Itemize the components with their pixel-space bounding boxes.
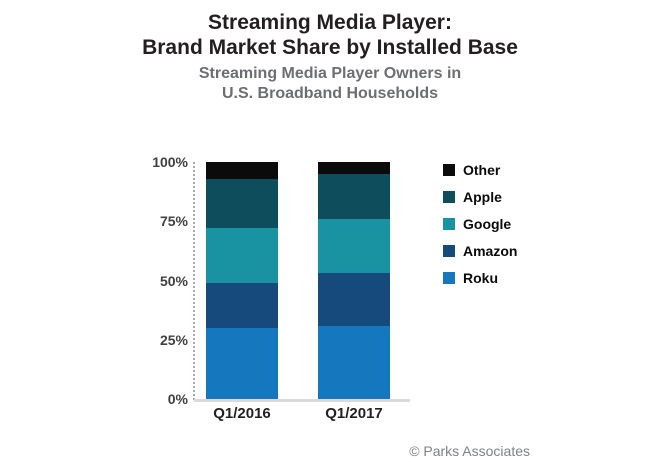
legend-item-google: Google: [443, 210, 517, 237]
chart-header: Streaming Media Player: Brand Market Sha…: [0, 10, 660, 104]
segment-google-q1-2017: [318, 218, 390, 274]
x-axis-label-q1-2016: Q1/2016: [213, 405, 271, 422]
y-axis-tick-50: 50%: [159, 272, 188, 289]
legend-swatch-roku: [443, 271, 455, 284]
x-axis-label-q1-2017: Q1/2017: [325, 405, 383, 422]
segment-google-q1-2016: [206, 228, 278, 283]
segment-other-q1-2016: [206, 162, 278, 179]
legend-item-apple: Apple: [443, 183, 517, 210]
legend-item-roku: Roku: [443, 264, 517, 291]
segment-amazon-q1-2017: [318, 273, 390, 326]
copyright-text: © Parks Associates: [409, 443, 530, 459]
legend-label-roku: Roku: [463, 269, 498, 286]
y-axis-tick-75: 75%: [159, 213, 188, 230]
legend-swatch-apple: [443, 190, 455, 203]
chart-subtitle-line-2: U.S. Broadband Households: [221, 85, 438, 102]
legend-item-other: Other: [443, 156, 517, 183]
segment-apple-q1-2016: [206, 178, 278, 229]
chart-title-line-2: Brand Market Share by Installed Base: [142, 36, 518, 59]
y-axis-dotted-line: [193, 162, 195, 400]
legend-label-apple: Apple: [463, 188, 502, 205]
y-axis-tick-100: 100%: [152, 154, 188, 170]
segment-other-q1-2017: [318, 162, 390, 174]
legend-item-amazon: Amazon: [443, 237, 517, 264]
legend-label-other: Other: [463, 161, 501, 178]
legend-swatch-other: [443, 163, 455, 176]
segment-apple-q1-2017: [318, 173, 390, 219]
legend-label-google: Google: [463, 215, 512, 232]
x-axis-baseline: [194, 399, 410, 402]
legend-label-amazon: Amazon: [463, 242, 518, 259]
plot-area: [194, 162, 410, 399]
y-axis-tick-25: 25%: [159, 331, 188, 348]
chart-title-line-1: Streaming Media Player:: [208, 11, 452, 34]
legend: Other Apple Google Amazon Roku: [443, 156, 517, 291]
segment-amazon-q1-2016: [206, 282, 278, 328]
segment-roku-q1-2017: [318, 325, 390, 399]
legend-swatch-amazon: [443, 244, 455, 257]
bar-q1-2016: [206, 162, 278, 399]
y-axis-tick-0: 0%: [167, 391, 188, 407]
chart-subtitle-line-1: Streaming Media Player Owners in: [198, 65, 462, 82]
bar-q1-2017: [318, 162, 390, 399]
segment-roku-q1-2016: [206, 327, 278, 399]
legend-swatch-google: [443, 217, 455, 230]
